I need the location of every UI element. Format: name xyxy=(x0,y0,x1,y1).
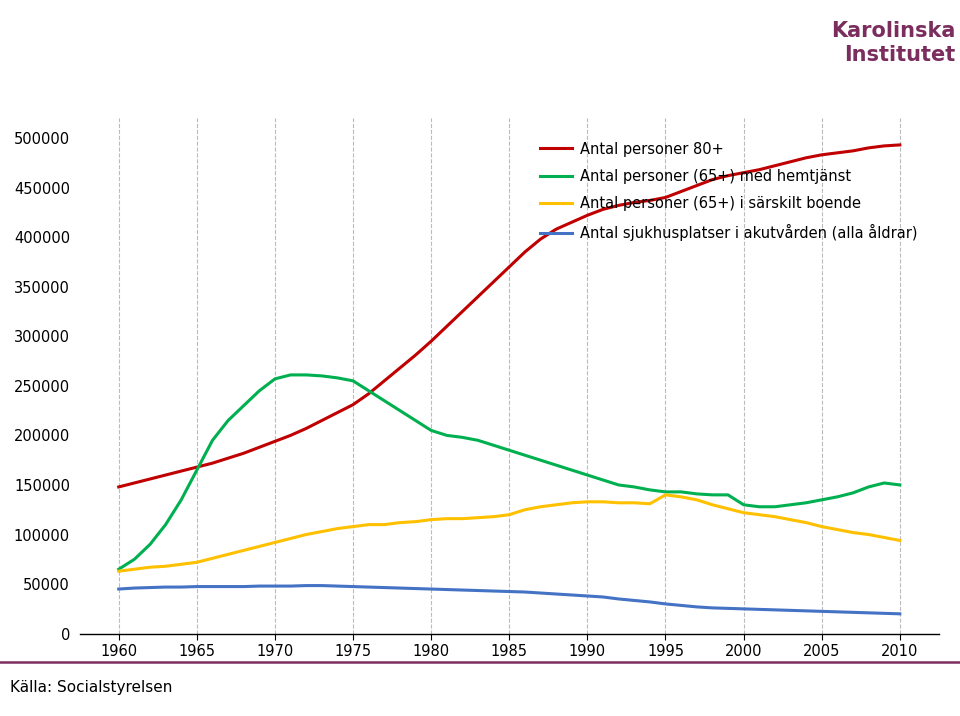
Legend: Antal personer 80+, Antal personer (65+) med hemtjänst, Antal personer (65+) i s: Antal personer 80+, Antal personer (65+)… xyxy=(534,136,924,246)
Antal personer (65+) i särskilt boende xyxy=(629,498,640,507)
Antal personer (65+) i särskilt boende xyxy=(691,495,703,504)
Antal personer (65+) i särskilt boende xyxy=(113,567,125,576)
Line: Antal personer (65+) i särskilt boende: Antal personer (65+) i särskilt boende xyxy=(119,495,900,571)
Antal personer (65+) med hemtjänst xyxy=(894,480,905,489)
Antal sjukhusplatser i akutvården (alla åldrar) xyxy=(691,603,703,611)
Antal personer (65+) med hemtjänst xyxy=(691,490,703,498)
Antal sjukhusplatser i akutvården (alla åldrar) xyxy=(113,585,125,594)
Antal personer 80+ xyxy=(676,187,687,195)
Antal personer 80+ xyxy=(285,431,297,440)
Antal personer (65+) i särskilt boende xyxy=(363,521,374,529)
Line: Antal sjukhusplatser i akutvården (alla åldrar): Antal sjukhusplatser i akutvården (alla … xyxy=(119,586,900,614)
Line: Antal personer (65+) med hemtjänst: Antal personer (65+) med hemtjänst xyxy=(119,375,900,569)
Antal sjukhusplatser i akutvården (alla åldrar) xyxy=(378,584,390,592)
Antal personer (65+) i särskilt boende xyxy=(894,536,905,545)
Antal personer (65+) med hemtjänst xyxy=(363,387,374,395)
Antal personer 80+ xyxy=(113,483,125,491)
Antal sjukhusplatser i akutvården (alla åldrar) xyxy=(894,609,905,618)
Antal personer (65+) i särskilt boende xyxy=(285,534,297,543)
Antal sjukhusplatser i akutvården (alla åldrar) xyxy=(285,582,297,591)
Antal personer 80+ xyxy=(348,400,359,409)
Text: Karolinska
Institutet: Karolinska Institutet xyxy=(830,21,955,64)
Antal personer 80+ xyxy=(363,390,374,398)
Text: Källa: Socialstyrelsen: Källa: Socialstyrelsen xyxy=(10,679,172,695)
Antal personer 80+ xyxy=(878,142,890,150)
Antal personer (65+) med hemtjänst xyxy=(300,371,312,379)
Antal personer (65+) med hemtjänst xyxy=(378,397,390,405)
Antal personer (65+) med hemtjänst xyxy=(878,479,890,488)
Antal personer (65+) i särskilt boende xyxy=(348,522,359,531)
Antal personer (65+) med hemtjänst xyxy=(644,485,656,494)
Antal personer (65+) i särskilt boende xyxy=(878,533,890,542)
Antal personer (65+) i särskilt boende xyxy=(660,490,671,499)
Antal personer (65+) med hemtjänst xyxy=(285,371,297,379)
Line: Antal personer 80+: Antal personer 80+ xyxy=(119,145,900,487)
Antal personer 80+ xyxy=(894,140,905,149)
Antal sjukhusplatser i akutvården (alla åldrar) xyxy=(878,609,890,618)
Antal sjukhusplatser i akutvården (alla åldrar) xyxy=(300,581,312,590)
Antal personer (65+) med hemtjänst xyxy=(113,565,125,574)
Antal sjukhusplatser i akutvården (alla åldrar) xyxy=(644,598,656,606)
Antal sjukhusplatser i akutvården (alla åldrar) xyxy=(363,583,374,591)
Antal personer 80+ xyxy=(629,198,640,207)
